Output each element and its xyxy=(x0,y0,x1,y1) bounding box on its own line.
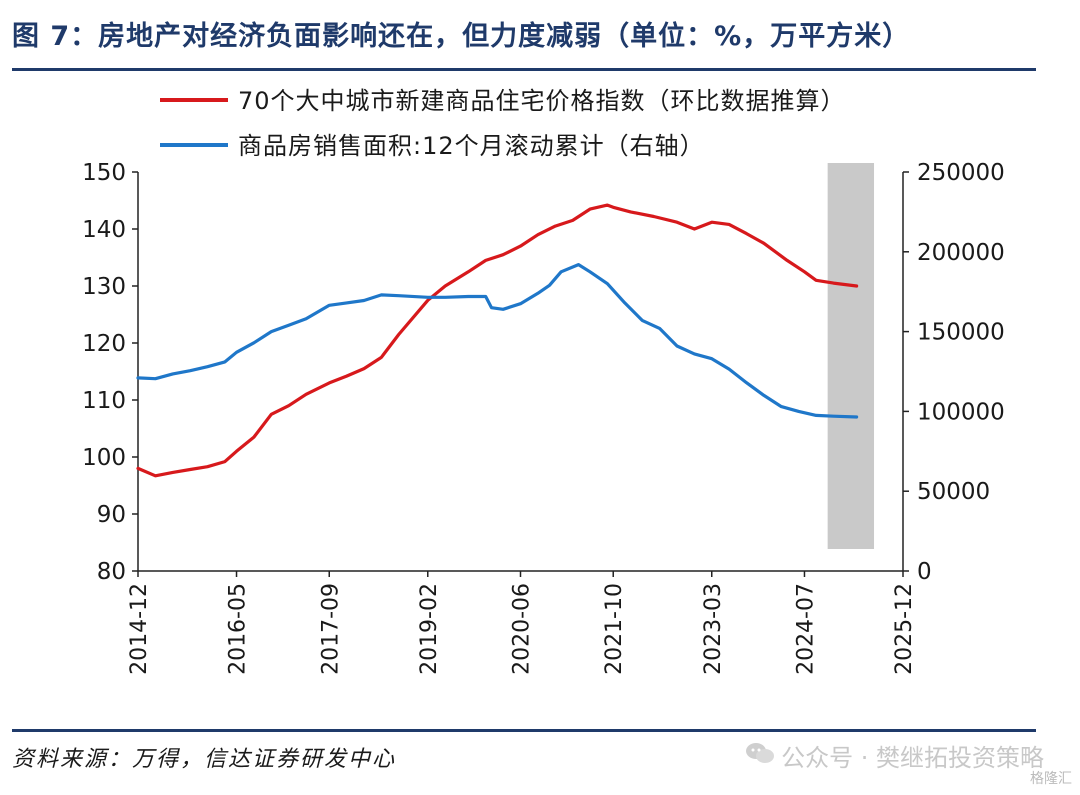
shaded-rect xyxy=(827,163,875,549)
legend: 70个大中城市新建商品住宅价格指数（环比数据推算） 商品房销售面积:12个月滚动累… xyxy=(160,87,846,160)
y-left-tick-label: 110 xyxy=(82,388,126,414)
y-right-tick-label: 250000 xyxy=(917,160,1005,186)
title-rule xyxy=(12,68,1036,71)
watermark-badge: 格隆汇 xyxy=(1030,771,1072,787)
y-left-tick-label: 140 xyxy=(82,217,126,243)
y-left-tick-label: 130 xyxy=(82,274,126,300)
x-tick-label: 2021-10 xyxy=(602,583,627,675)
y-right-tick-label: 100000 xyxy=(917,399,1005,425)
legend-label-1: 70个大中城市新建商品住宅价格指数（环比数据推算） xyxy=(238,87,846,115)
x-tick-label: 2024-07 xyxy=(793,583,818,675)
y-right-tick-label: 0 xyxy=(917,559,932,585)
wechat-icon xyxy=(745,741,775,771)
shaded-period xyxy=(827,163,875,549)
watermark-text: 公众号 · 樊继拓投资策略 xyxy=(781,744,1044,772)
x-tick-label: 2019-02 xyxy=(417,583,442,675)
legend-label-2: 商品房销售面积:12个月滚动累计（右轴） xyxy=(238,132,705,160)
sales-area-line xyxy=(136,263,859,419)
series-lines xyxy=(136,203,859,478)
source-note: 资料来源：万得，信达证券研发中心 xyxy=(12,747,397,772)
y-left-tick-label: 100 xyxy=(82,445,126,471)
axes: 150 140 130 120 110 100 90 80 250000 200000 150000… xyxy=(82,160,1005,675)
watermark: 公众号 · 樊继拓投资策略 xyxy=(745,738,1044,773)
x-tick-label: 2020-06 xyxy=(510,583,535,675)
x-tick-label: 2025-12 xyxy=(892,583,917,675)
y-right-tick-label: 50000 xyxy=(917,479,990,505)
chart-area: 70个大中城市新建商品住宅价格指数（环比数据推算） 商品房销售面积:12个月滚动累… xyxy=(82,87,1005,675)
y-left-tick-label: 150 xyxy=(82,160,126,186)
chart-title: 图 7：房地产对经济负面影响还在，但力度减弱（单位：%，万平方米） xyxy=(12,21,911,52)
y-right-tick-label: 200000 xyxy=(917,240,1005,266)
y-left-tick-label: 90 xyxy=(97,502,126,528)
y-left-tick-label: 120 xyxy=(82,331,126,357)
x-tick-label: 2014-12 xyxy=(127,583,152,675)
x-tick-label: 2017-09 xyxy=(318,583,343,675)
price-index-line xyxy=(136,203,859,478)
y-right-tick-label: 150000 xyxy=(917,320,1005,346)
y-left-tick-label: 80 xyxy=(97,559,126,585)
x-tick-label: 2016-05 xyxy=(226,583,251,675)
x-tick-label: 2023-03 xyxy=(701,583,726,675)
footer-rule xyxy=(12,729,1036,732)
